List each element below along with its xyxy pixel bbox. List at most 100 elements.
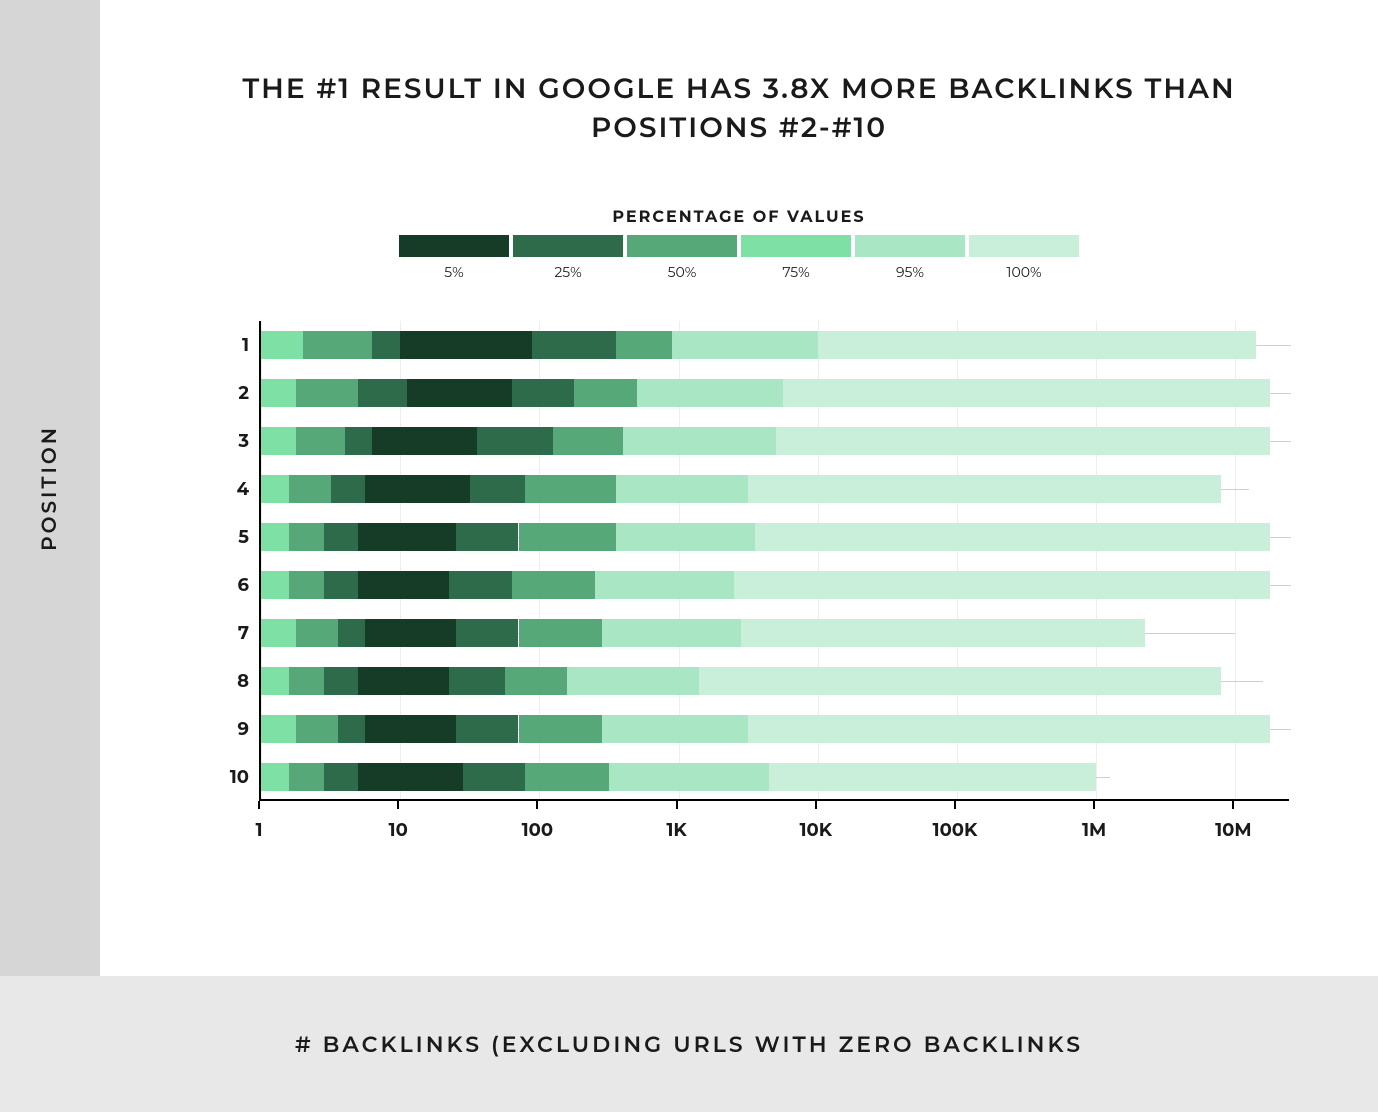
distribution-segment [289, 571, 324, 599]
distribution-segment [372, 427, 414, 455]
x-tick-label: 1 [255, 819, 262, 841]
distribution-segment [345, 427, 373, 455]
distribution-segment [261, 667, 289, 695]
y-tick-label: 6 [189, 574, 249, 596]
distribution-segment [602, 715, 748, 743]
distribution-row [261, 523, 1289, 551]
distribution-segment [400, 331, 470, 359]
distribution-segment [818, 331, 1256, 359]
y-tick-label: 7 [189, 622, 249, 644]
x-tick-label: 10M [1215, 819, 1251, 841]
distribution-segment [400, 763, 463, 791]
x-tick-mark [536, 801, 538, 809]
x-ticks: 1101001K10K100K1M10M [259, 801, 1289, 851]
legend: PERCENTAGE OF VALUES 5% 25% 50% 75%95% 100% [160, 208, 1318, 281]
distribution-segment [748, 475, 1221, 503]
chart-title: THE #1 RESULT IN GOOGLE HAS 3.8X MORE BA… [160, 70, 1318, 148]
legend-label: 100% [1006, 263, 1041, 281]
chart-panel: THE #1 RESULT IN GOOGLE HAS 3.8X MORE BA… [100, 0, 1378, 976]
x-tick-mark [397, 801, 399, 809]
distribution-segment [324, 523, 359, 551]
distribution-segment [400, 619, 456, 647]
distribution-segment [407, 379, 456, 407]
distribution-segment [261, 523, 289, 551]
distribution-segment [512, 379, 575, 407]
distribution-row [261, 763, 1289, 791]
distribution-segment [400, 715, 456, 743]
x-tick-mark [1093, 801, 1095, 809]
distribution-segment [741, 619, 1145, 647]
distribution-row [261, 715, 1289, 743]
y-axis-sidebar: POSITION [0, 0, 100, 976]
distribution-row [261, 619, 1289, 647]
distribution-segment [296, 619, 338, 647]
distribution-segment [567, 667, 699, 695]
distribution-segment [338, 715, 366, 743]
distribution-segment [512, 571, 596, 599]
x-tick-label: 10 [389, 819, 408, 841]
distribution-segment [519, 523, 616, 551]
distribution-segment [449, 571, 512, 599]
legend-item: 5% [399, 235, 509, 281]
legend-item: 100% [969, 235, 1079, 281]
y-tick-label: 1 [189, 334, 249, 356]
distribution-segment [470, 331, 533, 359]
distribution-segment [296, 427, 345, 455]
x-axis-label: # BACKLINKS (EXCLUDING URLS WITH ZERO BA… [295, 1031, 1083, 1058]
x-tick-label: 100K [933, 819, 978, 841]
legend-item: 25% [513, 235, 623, 281]
distribution-segment [456, 619, 519, 647]
distribution-segment [261, 571, 289, 599]
distribution-segment [358, 667, 393, 695]
legend-label: 5% [444, 263, 463, 281]
distribution-segment [449, 667, 505, 695]
legend-label: 50% [668, 263, 697, 281]
y-tick-label: 9 [189, 718, 249, 740]
y-tick-label: 2 [189, 382, 249, 404]
legend-item: 50% [627, 235, 737, 281]
legend-swatch [513, 235, 623, 257]
legend-title: PERCENTAGE OF VALUES [160, 208, 1318, 227]
legend-swatch [399, 235, 509, 257]
y-tick-label: 8 [189, 670, 249, 692]
distribution-segment [672, 331, 818, 359]
distribution-row [261, 667, 1289, 695]
legend-item: 95% [855, 235, 965, 281]
legend-label: 25% [554, 263, 581, 281]
distribution-segment [456, 523, 519, 551]
distribution-segment [734, 571, 1270, 599]
distribution-segment [261, 427, 296, 455]
distribution-row [261, 427, 1289, 455]
x-tick-mark [954, 801, 956, 809]
legend-item: 75% [741, 235, 851, 281]
distribution-segment [616, 475, 748, 503]
distribution-segment [525, 475, 615, 503]
distribution-segment [616, 523, 755, 551]
distribution-segment [414, 427, 477, 455]
distribution-segment [769, 763, 1096, 791]
distribution-segment [365, 619, 400, 647]
x-tick-label: 100 [522, 819, 554, 841]
distribution-segment [407, 475, 470, 503]
x-tick-label: 1K [666, 819, 686, 841]
y-axis-label: POSITION [38, 425, 62, 551]
x-tick-mark [676, 801, 678, 809]
y-tick-label: 5 [189, 526, 249, 548]
x-tick-mark [258, 801, 260, 809]
distribution-segment [289, 667, 324, 695]
distribution-segment [393, 523, 456, 551]
distribution-segment [463, 763, 526, 791]
distribution-segment [393, 667, 449, 695]
distribution-segment [261, 475, 289, 503]
distribution-segment [358, 763, 400, 791]
distribution-segment [470, 475, 526, 503]
distribution-segment [296, 715, 338, 743]
distribution-segment [365, 715, 400, 743]
distribution-segment [261, 763, 289, 791]
distribution-segment [365, 475, 407, 503]
distribution-segment [261, 715, 296, 743]
x-tick-label: 10K [799, 819, 832, 841]
distribution-segment [261, 619, 296, 647]
distribution-segment [393, 571, 449, 599]
distribution-segment [553, 427, 623, 455]
